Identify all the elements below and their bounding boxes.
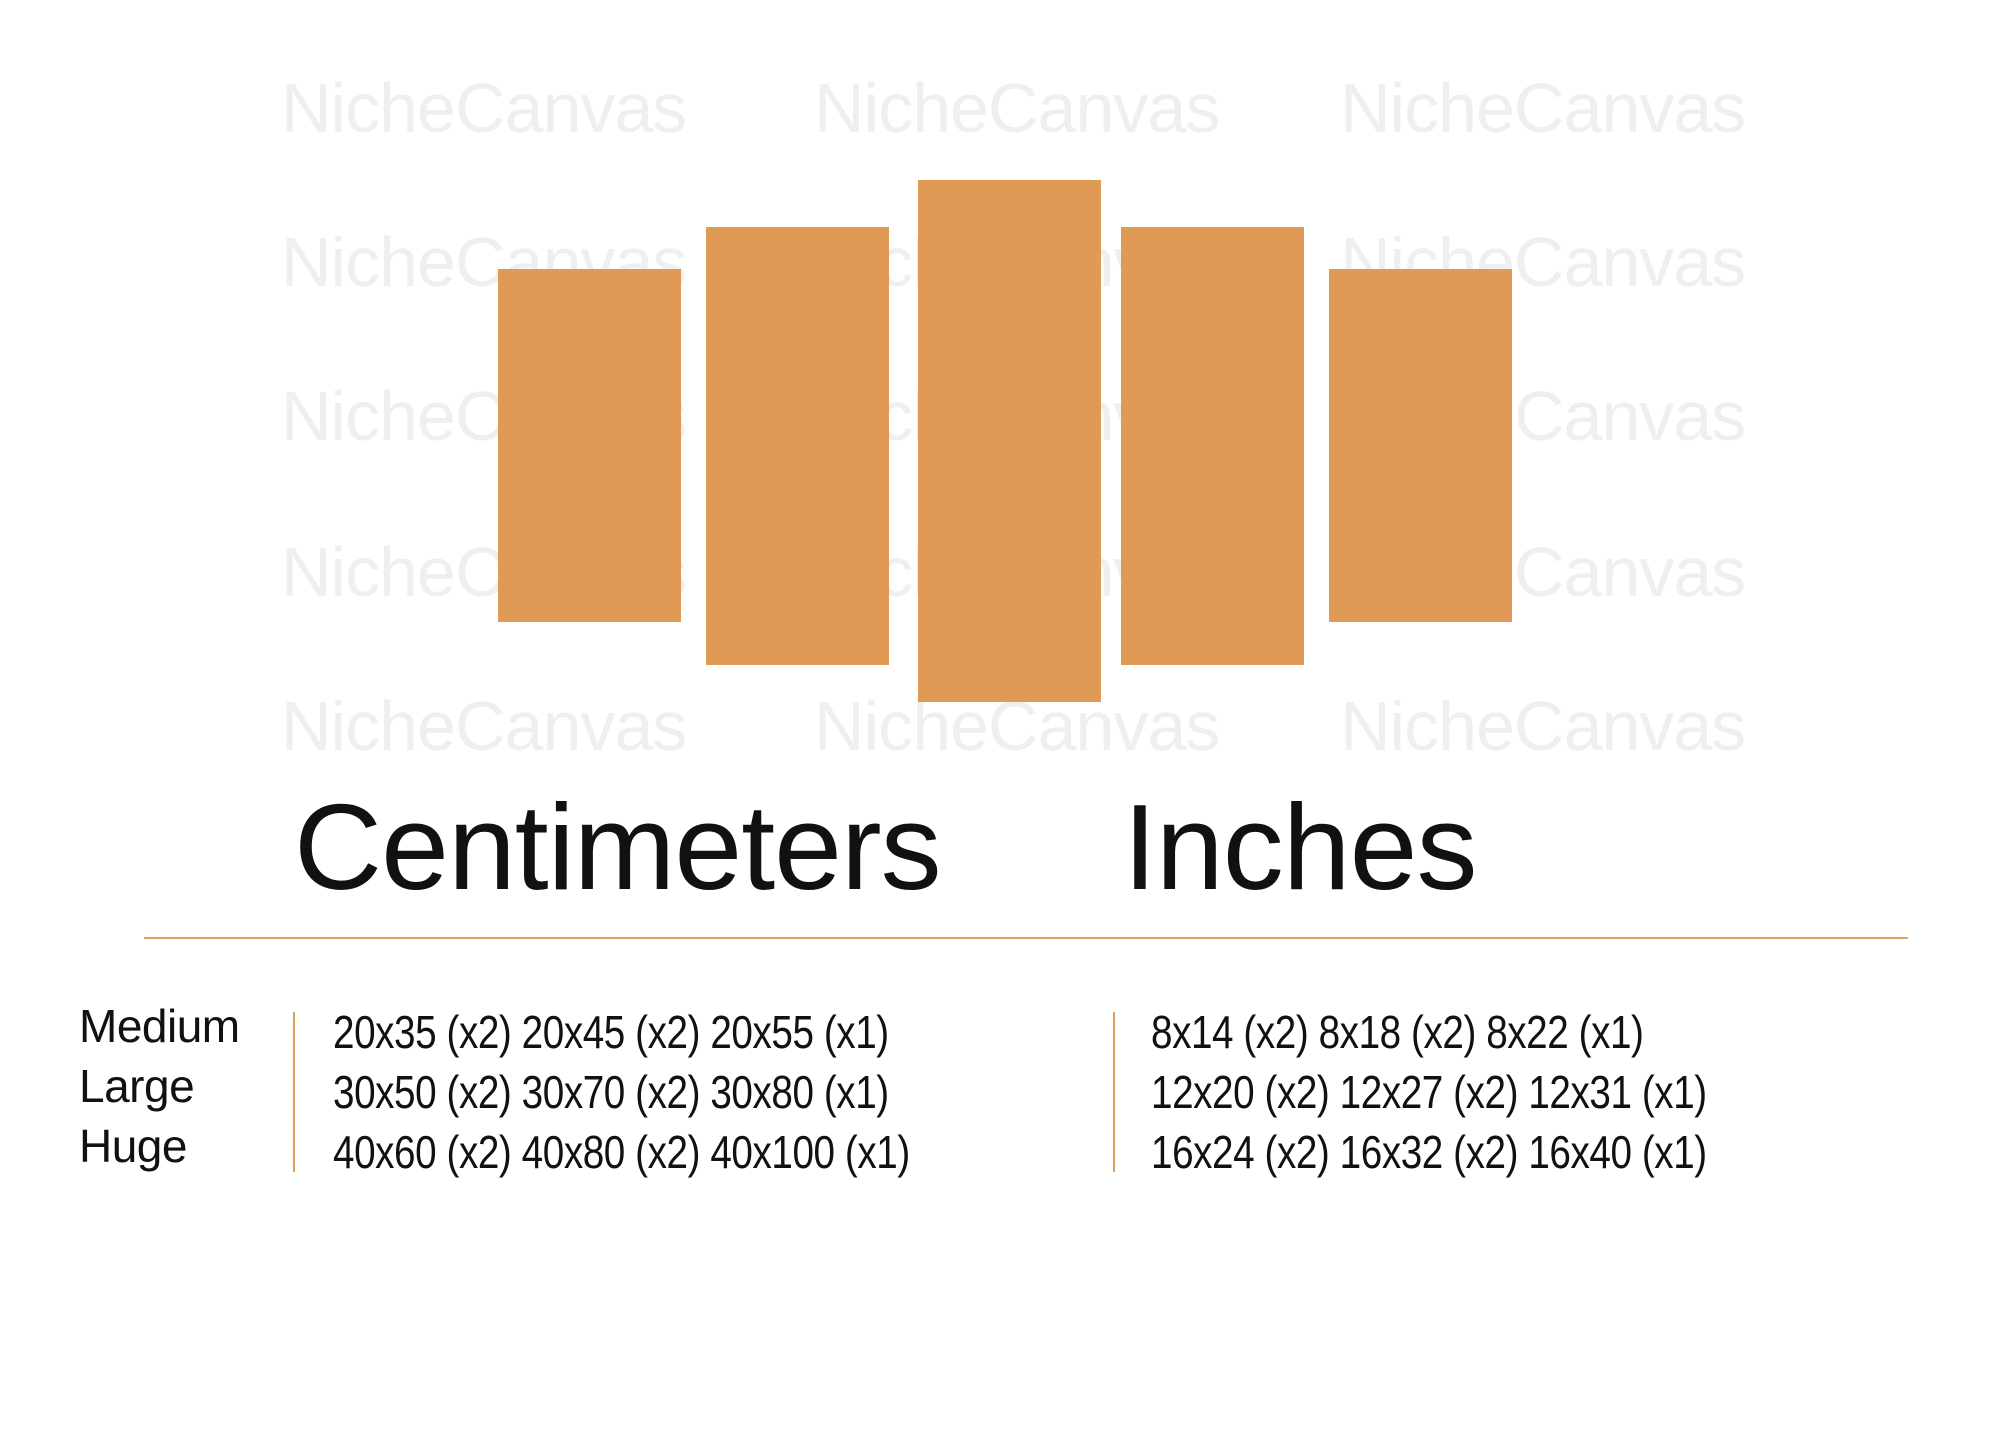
size-cm-huge: 40x60 (x2) 40x80 (x2) 40x100 (x1) xyxy=(333,1126,910,1178)
watermark-text: NicheCanvas xyxy=(281,69,687,147)
size-in-huge: 16x24 (x2) 16x32 (x2) 16x40 (x1) xyxy=(1151,1126,1707,1178)
heading-inches: Inches xyxy=(1123,779,1477,915)
canvas-panel-2 xyxy=(706,227,889,665)
column-divider-2 xyxy=(1113,1012,1115,1172)
size-label-huge: Huge xyxy=(79,1120,187,1172)
watermark-text: NicheCanvas xyxy=(814,69,1220,147)
canvas-panel-1 xyxy=(498,269,681,622)
canvas-panel-3 xyxy=(918,180,1101,702)
watermark-text: NicheCanvas xyxy=(1340,687,1746,765)
size-in-large: 12x20 (x2) 12x27 (x2) 12x31 (x1) xyxy=(1151,1066,1707,1118)
canvas-panel-5 xyxy=(1329,269,1512,622)
size-label-medium: Medium xyxy=(79,1000,240,1052)
size-in-medium: 8x14 (x2) 8x18 (x2) 8x22 (x1) xyxy=(1151,1006,1644,1058)
heading-centimeters: Centimeters xyxy=(294,779,942,915)
canvas-panel-4 xyxy=(1121,227,1304,665)
watermark-text: NicheCanvas xyxy=(281,687,687,765)
size-cm-large: 30x50 (x2) 30x70 (x2) 30x80 (x1) xyxy=(333,1066,889,1118)
size-cm-medium: 20x35 (x2) 20x45 (x2) 20x55 (x1) xyxy=(333,1006,889,1058)
divider-line xyxy=(144,937,1908,939)
size-label-large: Large xyxy=(79,1060,195,1112)
watermark-text: NicheCanvas xyxy=(1340,69,1746,147)
column-divider-1 xyxy=(293,1012,295,1172)
